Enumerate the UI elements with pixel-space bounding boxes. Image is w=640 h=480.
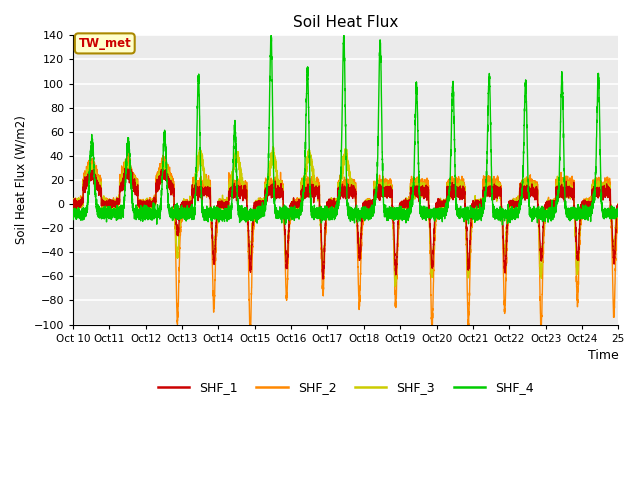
SHF_2 (614, 213, 622, 219)
Line: SHF_3: SHF_3 (73, 147, 618, 287)
Line: SHF_4: SHF_4 (73, 34, 618, 225)
SHF_3 (255, 203, 262, 208)
SHF_4 (585, 213, 593, 218)
SHF_2 (246, 331, 254, 337)
SHF_1 (468, 204, 476, 210)
SHF_2 (592, 184, 600, 190)
SHF_1 (585, 203, 593, 208)
SHF_3 (327, 205, 335, 211)
SHF_3 (483, 186, 491, 192)
SHF_3 (269, 144, 277, 150)
SHF_4 (255, 211, 262, 216)
SHF_2 (255, 204, 262, 209)
SHF_1 (255, 202, 262, 207)
Line: SHF_1: SHF_1 (73, 167, 618, 279)
SHF_3 (69, 199, 77, 205)
Title: Soil Heat Flux: Soil Heat Flux (293, 15, 398, 30)
SHF_1 (614, 203, 622, 209)
X-axis label: Time: Time (588, 349, 618, 362)
SHF_4 (499, 222, 506, 228)
SHF_4 (340, 31, 348, 37)
Y-axis label: Soil Heat Flux (W/m2): Soil Heat Flux (W/m2) (15, 116, 28, 244)
SHF_4 (483, 149, 491, 155)
SHF_2 (585, 203, 593, 208)
SHF_2 (468, 220, 476, 226)
SHF_3 (585, 204, 593, 210)
SHF_4 (614, 210, 622, 216)
SHF_3 (392, 284, 399, 289)
SHF_1 (86, 164, 94, 170)
Text: TW_met: TW_met (79, 37, 131, 50)
SHF_3 (592, 187, 600, 193)
SHF_2 (124, 150, 132, 156)
SHF_3 (468, 214, 476, 220)
SHF_4 (327, 205, 335, 211)
SHF_4 (468, 215, 476, 220)
SHF_2 (69, 202, 77, 207)
Line: SHF_2: SHF_2 (73, 153, 618, 334)
SHF_1 (328, 201, 335, 206)
SHF_4 (69, 216, 77, 222)
SHF_3 (614, 211, 622, 217)
SHF_1 (483, 188, 491, 194)
SHF_2 (328, 201, 335, 206)
SHF_4 (592, 172, 600, 178)
SHF_1 (319, 276, 327, 282)
Legend: SHF_1, SHF_2, SHF_3, SHF_4: SHF_1, SHF_2, SHF_3, SHF_4 (153, 376, 538, 399)
SHF_1 (69, 204, 77, 210)
SHF_2 (483, 185, 491, 191)
SHF_1 (592, 191, 600, 197)
